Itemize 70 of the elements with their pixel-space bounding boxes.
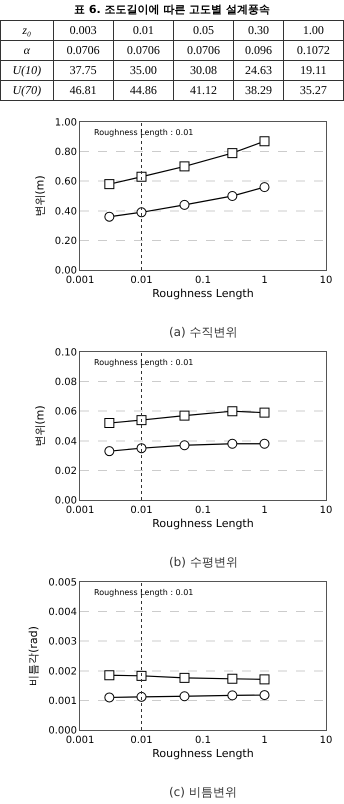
x-tick-label: 0.001	[66, 275, 94, 286]
x-tick-label: 0.1	[195, 275, 211, 286]
x-axis-title: Roughness Length	[152, 747, 254, 760]
x-tick-label: 0.01	[130, 505, 153, 516]
x-tick-label: 0.001	[66, 735, 94, 746]
ref-line-label: Roughness Length : 0.01	[94, 128, 194, 137]
text: U(10)	[12, 63, 42, 77]
text: 0.1072	[296, 43, 330, 57]
x-tick-label: 10	[320, 505, 332, 516]
text: 35.27	[300, 83, 327, 97]
text: 19.11	[300, 63, 327, 77]
x-tick-label: 0.01	[130, 735, 153, 746]
y-tick-label: 0.005	[48, 578, 77, 588]
x-tick-label: 0.001	[66, 505, 94, 516]
text: α	[24, 43, 30, 57]
x-tick-label: 10	[320, 735, 332, 746]
x-tick-label: 10	[320, 275, 332, 286]
x-axis-title: Roughness Length	[152, 287, 254, 300]
y-tick-label: 0.60	[54, 176, 77, 188]
text: 46.81	[70, 83, 97, 97]
text: 표 6. 조도길이에 따른 고도별 설계풍속	[73, 2, 271, 17]
y-tick-label: 0.06	[54, 406, 77, 418]
text: 24.63	[244, 63, 272, 77]
text: 0.05	[193, 23, 214, 37]
y-tick-label: 1.00	[54, 118, 77, 128]
text: 0.096	[244, 43, 272, 57]
text: 37.75	[70, 63, 97, 77]
text: 1.00	[302, 23, 324, 37]
y-tick-label: 0.001	[48, 696, 77, 707]
text: 0.0706	[66, 43, 100, 57]
y-axis-title: 비틈각(rad)	[27, 626, 40, 686]
text: 35.00	[130, 63, 157, 77]
x-axis-title: Roughness Length	[152, 517, 254, 530]
y-tick-label: 0.10	[54, 348, 77, 358]
x-tick-label: 0.01	[130, 275, 153, 286]
y-axis-title: 변위(m)	[33, 175, 46, 217]
y-tick-label: 0.003	[48, 636, 77, 648]
y-tick-label: 0.08	[54, 377, 77, 388]
y-tick-label: 0.000	[48, 726, 77, 736]
y-tick-label: 0.04	[54, 436, 77, 448]
text: 38.29	[244, 83, 272, 97]
text: 41.12	[190, 83, 218, 97]
x-tick-label: 0.1	[195, 505, 211, 516]
x-tick-label: 1	[261, 505, 268, 516]
y-tick-label: 0.002	[48, 666, 77, 678]
y-tick-label: 0.20	[54, 236, 77, 247]
text: (b) 수평변위	[169, 555, 238, 569]
text: 0.0706	[187, 43, 220, 57]
y-tick-label: 0.004	[48, 607, 77, 618]
y-tick-label: 0.80	[54, 147, 77, 158]
y-tick-label: 0.00	[54, 266, 77, 276]
y-tick-label: 0.00	[54, 496, 77, 506]
text: 0.0706	[126, 43, 160, 57]
text: (a) 수직변위	[169, 325, 238, 339]
text: (c) 비틈변위	[169, 785, 237, 799]
text: 0.30	[248, 23, 269, 37]
text: 0.01	[132, 23, 154, 37]
ref-line-label: Roughness Length : 0.01	[94, 588, 194, 597]
x-tick-label: 1	[261, 275, 268, 286]
x-tick-label: 1	[261, 735, 268, 746]
text: 0.003	[70, 23, 97, 37]
text: 44.86	[130, 83, 157, 97]
x-tick-label: 0.1	[195, 735, 211, 746]
y-tick-label: 0.40	[54, 206, 77, 218]
y-axis-title: 변위(m)	[33, 405, 46, 447]
text: 30.08	[190, 63, 218, 77]
ref-line-label: Roughness Length : 0.01	[94, 358, 194, 367]
text: z₀	[22, 23, 32, 37]
text: U(70)	[12, 83, 42, 97]
y-tick-label: 0.02	[54, 466, 77, 477]
